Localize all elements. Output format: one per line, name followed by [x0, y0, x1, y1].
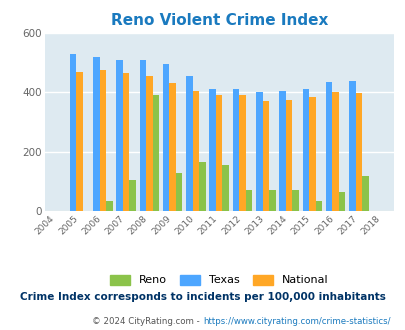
- Bar: [302, 89, 308, 211]
- Bar: [348, 81, 355, 211]
- Bar: [116, 60, 123, 211]
- Bar: [292, 190, 298, 211]
- Bar: [146, 76, 152, 211]
- Bar: [256, 92, 262, 211]
- Bar: [325, 82, 332, 211]
- Bar: [262, 101, 269, 211]
- Bar: [215, 95, 222, 211]
- Bar: [199, 162, 205, 211]
- Bar: [245, 190, 252, 211]
- Bar: [192, 91, 199, 211]
- Bar: [99, 70, 106, 211]
- Bar: [239, 95, 245, 211]
- Title: Reno Violent Crime Index: Reno Violent Crime Index: [110, 13, 327, 28]
- Text: https://www.cityrating.com/crime-statistics/: https://www.cityrating.com/crime-statist…: [202, 317, 390, 326]
- Bar: [152, 95, 159, 211]
- Bar: [361, 176, 368, 211]
- Bar: [123, 73, 129, 211]
- Bar: [70, 54, 76, 211]
- Bar: [76, 72, 83, 211]
- Bar: [175, 173, 182, 211]
- Bar: [93, 57, 99, 211]
- Text: Crime Index corresponds to incidents per 100,000 inhabitants: Crime Index corresponds to incidents per…: [20, 292, 385, 302]
- Bar: [162, 64, 169, 211]
- Bar: [139, 60, 146, 211]
- Bar: [355, 93, 361, 211]
- Text: © 2024 CityRating.com -: © 2024 CityRating.com -: [92, 317, 202, 326]
- Bar: [269, 190, 275, 211]
- Bar: [222, 165, 228, 211]
- Bar: [169, 83, 175, 211]
- Bar: [129, 180, 136, 211]
- Bar: [232, 89, 239, 211]
- Bar: [209, 89, 215, 211]
- Bar: [332, 92, 338, 211]
- Bar: [279, 91, 285, 211]
- Bar: [106, 201, 112, 211]
- Bar: [186, 76, 192, 211]
- Legend: Reno, Texas, National: Reno, Texas, National: [105, 270, 332, 290]
- Bar: [308, 97, 315, 211]
- Bar: [338, 192, 345, 211]
- Bar: [285, 100, 292, 211]
- Bar: [315, 201, 321, 211]
